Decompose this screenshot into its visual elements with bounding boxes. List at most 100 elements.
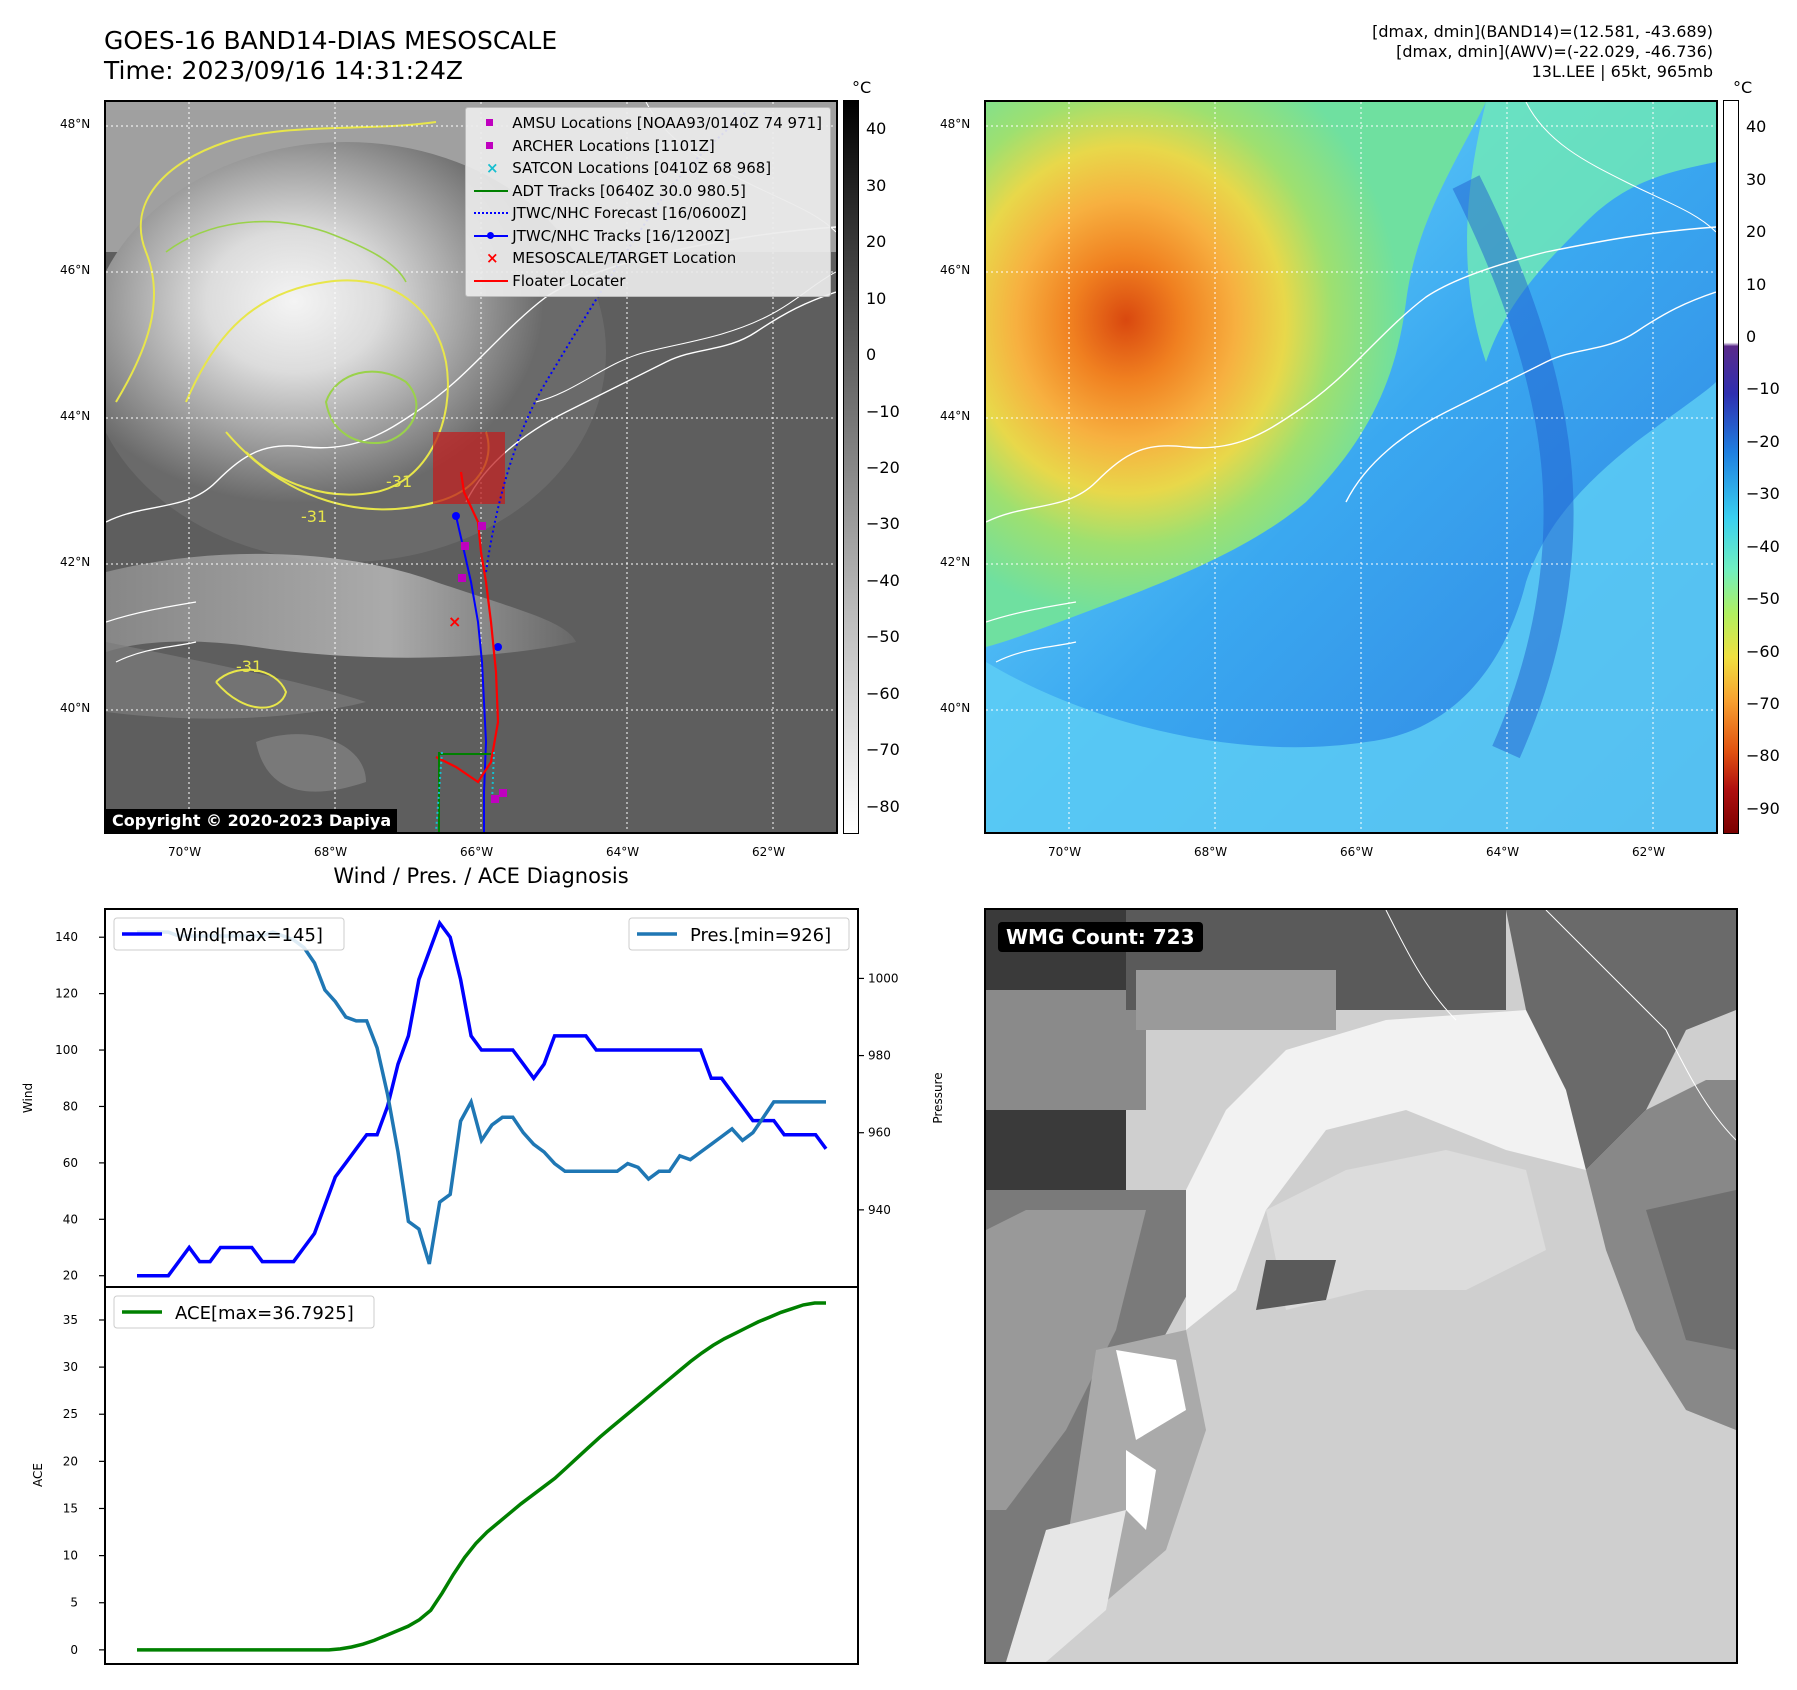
wind-tick-label: 120 (55, 987, 78, 1001)
ace-series-line (137, 1301, 826, 1652)
wind-tick-label: 40 (63, 1212, 78, 1226)
colorbar-tick-label: −90 (1746, 798, 1780, 818)
colorbar-tick-label: −80 (866, 796, 900, 816)
colorbar-tick-label: 10 (866, 288, 887, 308)
contour-green (324, 370, 418, 444)
colorbar-tick-label: −70 (866, 740, 900, 760)
pressure-tick-label: 940 (868, 1203, 891, 1217)
colorbar-tick-label: −30 (866, 514, 900, 534)
colorbar-tick-label: −30 (1746, 484, 1780, 504)
colorbar-unit: °C (1733, 78, 1753, 97)
wind-legend: Wind[max=145] (113, 917, 345, 951)
colorbar-tick-label: −60 (1746, 641, 1780, 661)
contour-label: -31 (301, 507, 327, 526)
ace-tick-label: 25 (63, 1407, 78, 1421)
wind-pressure-frame (104, 908, 859, 1288)
wmg-count-badge: WMG Count: 723 (998, 922, 1203, 952)
info-line-2: [dmax, dmin](AWV)=(-22.029, -46.736) (1396, 42, 1713, 61)
wmg-panel: WMG Count: 723 (984, 908, 1738, 1664)
colorbar-tick-label: 20 (866, 232, 887, 252)
contour-label: -31 (236, 657, 262, 676)
mesoscale-target-box (433, 432, 505, 504)
colorbar-tick-label: −10 (866, 401, 900, 421)
colorbar-tick-label: −20 (1746, 431, 1780, 451)
colorbar-tick-label: −80 (1746, 746, 1780, 766)
lat-label: 40°N (60, 701, 91, 715)
pressure-axis-label: Pressure (931, 1072, 945, 1123)
jtwc-track (455, 515, 488, 832)
lat-label: 46°N (940, 263, 971, 277)
figure-title: GOES-16 BAND14-DIAS MESOSCALE Time: 2023… (104, 26, 557, 86)
legend-satcon: × SATCON Locations [0410Z 68 968] (485, 159, 772, 178)
colorbar-tick-label: 20 (1746, 222, 1767, 242)
colorbar-tick-label: 30 (1746, 169, 1767, 189)
pressure-legend-label: Pres.[min=926] (690, 925, 831, 946)
ace-tick-label: 5 (70, 1596, 78, 1610)
map-legend: AMSU Locations [NOAA93/0140Z 74 971] ARC… (465, 107, 831, 297)
wind-tick-label: 100 (55, 1043, 78, 1057)
colorbar-tick-label: 40 (866, 119, 887, 139)
legend-forecast: JTWC/NHC Forecast [16/0600Z] (472, 202, 822, 225)
lat-label: 48°N (940, 117, 971, 131)
pressure-tick-label: 960 (868, 1126, 891, 1140)
pressure-legend: Pres.[min=926] (628, 917, 850, 951)
title-line-1: GOES-16 BAND14-DIAS MESOSCALE (104, 26, 558, 55)
lon-label: 62°W (752, 845, 786, 859)
wind-legend-label: Wind[max=145] (175, 925, 323, 946)
legend-floater: Floater Locater (472, 270, 822, 293)
legend-target: × MESOSCALE/TARGET Location (485, 249, 737, 268)
lat-label: 44°N (60, 409, 91, 423)
awv-map (984, 100, 1718, 834)
colorbar-tick-label: −50 (866, 627, 900, 647)
colorbar-tick-label: 0 (1746, 326, 1757, 346)
ace-axis-label: ACE (31, 1463, 45, 1487)
awv-imagery (986, 102, 1716, 832)
info-line-1: [dmax, dmin](BAND14)=(12.581, -43.689) (1372, 22, 1713, 41)
wind-series-line (137, 919, 828, 1278)
wind-pressure-chart: 20 40 60 80 100 120 140 940 960 980 1000 0 5 10 15 20 25… (21, 908, 945, 1665)
legend-amsu: AMSU Locations [NOAA93/0140Z 74 971] (472, 112, 822, 135)
wmg-imagery (986, 910, 1736, 1662)
ace-tick-label: 35 (63, 1313, 78, 1327)
title-line-2: Time: 2023/09/16 14:31:24Z (104, 56, 463, 85)
legend-tracks: JTWC/NHC Tracks [16/1200Z] (472, 225, 822, 248)
band14-colorbar (843, 100, 859, 834)
colorbar-tick-label: −50 (1746, 589, 1780, 609)
lon-label: 66°W (1340, 845, 1374, 859)
lon-label: 66°W (460, 845, 494, 859)
colorbar-tick-label: 40 (1746, 117, 1767, 137)
cloud-band (106, 553, 576, 658)
lon-label: 62°W (1632, 845, 1666, 859)
floater-locater (435, 471, 500, 784)
lon-label: 64°W (1486, 845, 1520, 859)
pressure-series-line (137, 930, 826, 1265)
contour-label: -31 (386, 472, 412, 491)
lat-label: 42°N (60, 555, 91, 569)
coastline (986, 226, 1716, 523)
colorbar-tick-label: −60 (866, 683, 900, 703)
copyright: Copyright © 2020-2023 Dapiya (106, 809, 398, 832)
lon-label: 68°W (1194, 845, 1228, 859)
lon-label: 70°W (1048, 845, 1082, 859)
svg-text:×: × (448, 612, 461, 631)
wind-tick-label: 60 (63, 1156, 78, 1170)
ace-legend: ACE[max=36.7925] (113, 1295, 375, 1329)
colorbar-tick-label: −10 (1746, 379, 1780, 399)
wind-tick-label: 140 (55, 930, 78, 944)
colorbar-tick-label: −20 (866, 458, 900, 477)
band14-map: -31 -31 -31 × AMSU Locations [NOAA93/014… (104, 100, 838, 834)
wind-axis-label: Wind (21, 1083, 35, 1113)
dmax-info: [dmax, dmin](BAND14)=(12.581, -43.689) [… (1372, 22, 1713, 82)
ace-tick-label: 30 (63, 1360, 78, 1374)
legend-archer: ARCHER Locations [1101Z] (472, 135, 822, 158)
ace-frame (104, 1286, 859, 1665)
lat-label: 48°N (60, 117, 91, 131)
colorbar-tick-label: −70 (1746, 693, 1780, 713)
awv-colorbar (1723, 100, 1739, 834)
lat-label: 42°N (940, 555, 971, 569)
map-gridlines (986, 102, 1716, 832)
pressure-tick-label: 980 (868, 1049, 891, 1063)
colorbar-tick-label: 30 (866, 175, 887, 195)
lat-label: 44°N (940, 409, 971, 423)
jtwc-forecast (485, 111, 747, 573)
